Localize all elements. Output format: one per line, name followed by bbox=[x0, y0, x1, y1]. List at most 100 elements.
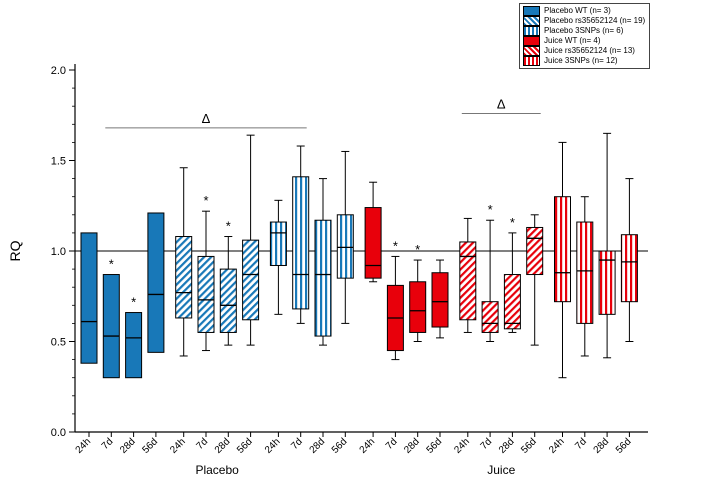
box-plot-box bbox=[364, 181, 382, 283]
x-tick-label: 24h bbox=[74, 436, 94, 456]
x-tick-label: 28d bbox=[592, 436, 612, 456]
box-plot-box: * bbox=[102, 257, 120, 379]
iqr-box bbox=[554, 196, 571, 303]
box-plot-box bbox=[336, 150, 354, 324]
box-plot-box bbox=[576, 196, 594, 357]
legend-swatch-vertical bbox=[523, 56, 540, 66]
box-plot-box: * bbox=[197, 193, 215, 352]
legend-entry: Placebo 3SNPs (n= 6) bbox=[523, 26, 645, 36]
box-plot-box bbox=[526, 214, 544, 346]
box-plot-box: * bbox=[481, 202, 499, 342]
x-tick-label: 56d bbox=[425, 436, 445, 456]
iqr-box bbox=[459, 241, 477, 321]
box-plot-box: * bbox=[125, 295, 143, 379]
significance-star: * bbox=[203, 193, 208, 208]
iqr-box bbox=[314, 219, 332, 337]
box-plot-box bbox=[554, 141, 571, 379]
significance-star: * bbox=[393, 238, 398, 253]
iqr-box bbox=[197, 255, 215, 333]
x-tick-label: 7d bbox=[573, 436, 589, 452]
box-plot-box bbox=[314, 178, 332, 346]
x-tick-label: 7d bbox=[100, 436, 116, 452]
box-plot-box bbox=[80, 232, 98, 364]
x-tick-label: 28d bbox=[118, 436, 138, 456]
y-tick-label: 1.5 bbox=[51, 156, 66, 168]
x-tick-label: 7d bbox=[194, 436, 210, 452]
box-plot-box bbox=[459, 217, 477, 333]
x-tick-label: 24h bbox=[547, 436, 567, 456]
x-tick-label: 56d bbox=[519, 436, 539, 456]
legend-entry: Juice WT (n= 4) bbox=[523, 36, 645, 46]
iqr-box bbox=[481, 301, 499, 333]
box-plot-box bbox=[147, 212, 165, 353]
iqr-box bbox=[80, 232, 98, 364]
iqr-box bbox=[503, 274, 521, 330]
group-label: Juice bbox=[487, 463, 515, 477]
box-plot-box: * bbox=[409, 242, 427, 342]
box-plot-box bbox=[269, 199, 287, 315]
iqr-box bbox=[175, 236, 193, 319]
box-plot-box bbox=[292, 145, 310, 324]
iqr-box bbox=[431, 272, 449, 328]
iqr-box bbox=[102, 274, 120, 379]
x-tick-label: 7d bbox=[289, 436, 305, 452]
legend-entry: Juice 3SNPs (n= 12) bbox=[523, 56, 645, 66]
x-tick-label: 56d bbox=[140, 436, 160, 456]
legend-entry: Placebo rs35652124 (n= 19) bbox=[523, 16, 645, 26]
box-plot-box bbox=[598, 132, 616, 359]
iqr-box bbox=[598, 250, 616, 315]
legend-swatch-vertical bbox=[523, 26, 540, 36]
x-tick-label: 7d bbox=[384, 436, 400, 452]
legend-entry: Placebo WT (n= 3) bbox=[523, 6, 645, 16]
iqr-box bbox=[620, 234, 638, 303]
legend-label: Placebo 3SNPs (n= 6) bbox=[544, 26, 624, 35]
box-plot-box bbox=[242, 134, 260, 346]
x-tick-label: 28d bbox=[497, 436, 517, 456]
iqr-box bbox=[147, 212, 165, 353]
legend-label: Juice 3SNPs (n= 12) bbox=[544, 56, 618, 65]
y-tick-label: 0.0 bbox=[51, 427, 66, 439]
box-plot-box: * bbox=[503, 215, 521, 333]
significance-star: * bbox=[109, 257, 114, 272]
legend-entry: Juice rs35652124 (n= 13) bbox=[523, 46, 645, 56]
legend-label: Juice WT (n= 4) bbox=[544, 36, 601, 45]
x-tick-label: 28d bbox=[402, 436, 422, 456]
box-plot-box bbox=[620, 178, 638, 342]
legend-swatch-diagonal bbox=[523, 46, 540, 56]
iqr-box bbox=[269, 221, 287, 266]
iqr-box bbox=[576, 221, 594, 324]
box-plot-box: * bbox=[219, 219, 237, 346]
x-tick-label: 24h bbox=[168, 436, 188, 456]
x-tick-label: 24h bbox=[358, 436, 378, 456]
x-tick-label: 7d bbox=[479, 436, 495, 452]
box-plot-box bbox=[431, 259, 449, 339]
legend-label: Juice rs35652124 (n= 13) bbox=[544, 46, 635, 55]
significance-star: * bbox=[415, 242, 420, 257]
y-tick-label: 2.0 bbox=[51, 65, 66, 77]
x-tick-label: 24h bbox=[263, 436, 283, 456]
box-plot-box bbox=[175, 167, 193, 357]
significance-star: * bbox=[510, 215, 515, 230]
x-tick-label: 28d bbox=[308, 436, 328, 456]
x-tick-label: 56d bbox=[330, 436, 350, 456]
legend-swatch-diagonal bbox=[523, 16, 540, 26]
iqr-box bbox=[292, 176, 310, 310]
iqr-box bbox=[242, 239, 260, 321]
group-label: Placebo bbox=[195, 463, 239, 477]
iqr-box bbox=[409, 281, 427, 333]
legend: Placebo WT (n= 3) Placebo rs35652124 (n= … bbox=[519, 3, 651, 69]
y-tick-label: 1.0 bbox=[51, 246, 66, 258]
x-tick-label: 28d bbox=[213, 436, 233, 456]
iqr-box bbox=[125, 312, 143, 379]
box-plot-box: * bbox=[386, 238, 404, 361]
x-tick-label: 56d bbox=[614, 436, 634, 456]
x-tick-label: 24h bbox=[452, 436, 472, 456]
significance-star: * bbox=[226, 219, 231, 234]
iqr-box bbox=[526, 226, 544, 276]
x-tick-label: 56d bbox=[235, 436, 255, 456]
legend-swatch-solid bbox=[523, 6, 540, 16]
delta-annotation: Δ bbox=[202, 111, 211, 126]
legend-label: Placebo rs35652124 (n= 19) bbox=[544, 16, 646, 25]
